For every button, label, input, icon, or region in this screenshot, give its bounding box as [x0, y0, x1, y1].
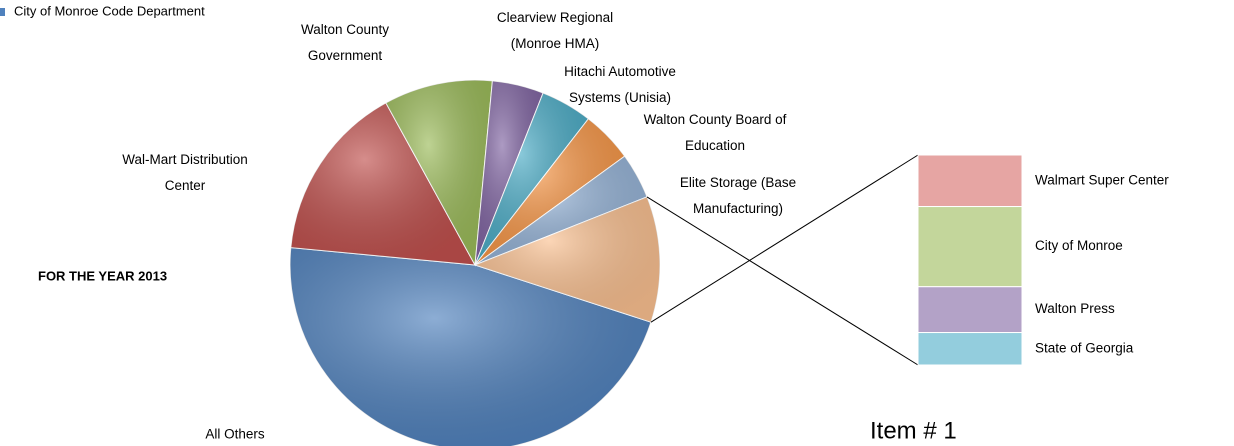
- slice-label: Walton County Government: [301, 22, 389, 63]
- bar-label: State of Georgia: [1035, 340, 1134, 355]
- slice-label: Hitachi Automotive Systems (Unisia): [564, 64, 676, 105]
- bar-segment: [917, 332, 1023, 366]
- connector: [646, 196, 919, 366]
- legend-swatch: [0, 8, 5, 16]
- slice-label: Walton County Board of Education: [644, 112, 787, 153]
- annotation: Item # 1: [870, 417, 957, 444]
- legend-text: City of Monroe Code Department: [14, 3, 205, 18]
- slice-label: Elite Storage (Base Manufacturing): [680, 175, 796, 216]
- bar-label: City of Monroe: [1035, 238, 1123, 253]
- bar-segment: [917, 206, 1023, 288]
- slice-label: Clearview Regional (Monroe HMA): [497, 10, 613, 51]
- connector: [650, 154, 919, 323]
- bar-label: Walton Press: [1035, 301, 1115, 316]
- bar-label: Walmart Super Center: [1035, 172, 1169, 187]
- annotation: FOR THE YEAR 2013: [38, 268, 167, 283]
- slice-label: All Others: [205, 427, 265, 442]
- bar-segment: [917, 286, 1023, 334]
- slice-label: Wal-Mart Distribution Center: [122, 152, 248, 193]
- bar-segment: [917, 154, 1023, 208]
